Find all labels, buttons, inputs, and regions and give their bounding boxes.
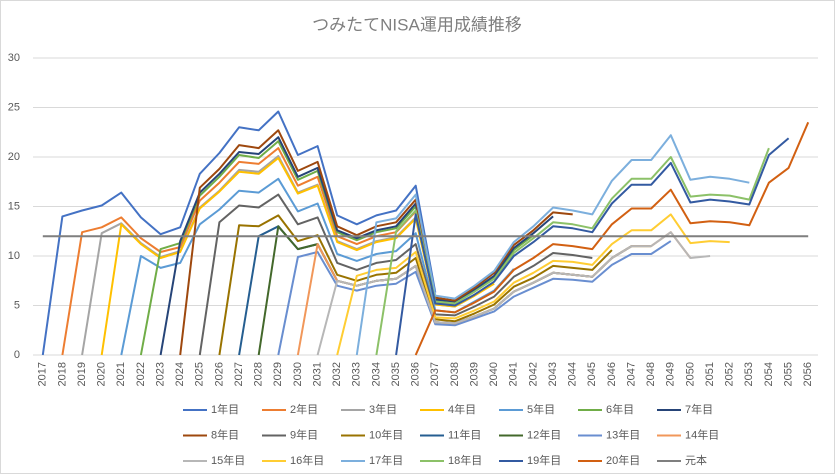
x-tick-label: 2028 <box>253 362 265 386</box>
y-tick-label: 5 <box>14 299 20 311</box>
series-line <box>355 134 750 356</box>
x-tick-label: 2031 <box>311 362 323 386</box>
chart-title: つみたてNISA運用成績推移 <box>312 15 522 34</box>
x-tick-label: 2040 <box>488 362 500 386</box>
x-tick-label: 2033 <box>351 362 363 386</box>
x-tick-label: 2052 <box>724 362 736 386</box>
series-line <box>375 147 770 356</box>
x-tick-label: 2027 <box>233 362 245 386</box>
x-tick-label: 2039 <box>468 362 480 386</box>
series-line <box>61 147 456 356</box>
x-tick-label: 2045 <box>586 362 598 386</box>
series-line <box>218 214 613 356</box>
legend-label: 1年目 <box>211 402 239 416</box>
legend-label: 8年目 <box>211 427 239 441</box>
series-line <box>277 240 672 356</box>
legend-label: 19年目 <box>527 453 561 467</box>
legend-label: 20年目 <box>606 453 640 467</box>
y-tick-label: 30 <box>8 52 20 64</box>
x-tick-label: 2053 <box>743 362 755 386</box>
x-tick-label: 2056 <box>802 362 814 386</box>
x-tick-label: 2025 <box>194 362 206 386</box>
legend-label: 18年目 <box>448 453 482 467</box>
legend-label: 2年目 <box>290 402 318 416</box>
y-tick-label: 0 <box>14 349 20 361</box>
legend-label: 6年目 <box>606 402 634 416</box>
x-tick-label: 2017 <box>37 362 49 386</box>
series-line <box>316 231 711 356</box>
x-tick-label: 2046 <box>606 362 618 386</box>
x-tick-label: 2049 <box>665 362 677 386</box>
x-tick-label: 2019 <box>76 362 88 386</box>
series-line <box>159 136 554 356</box>
x-tick-label: 2018 <box>56 362 68 386</box>
series-line <box>41 110 437 356</box>
x-tick-label: 2041 <box>508 362 520 386</box>
x-tick-label: 2020 <box>96 362 108 386</box>
series-line <box>395 137 790 356</box>
x-tick-label: 2051 <box>704 362 716 386</box>
series-line <box>414 121 810 356</box>
x-tick-label: 2023 <box>154 362 166 386</box>
legend-label: 10年目 <box>369 427 403 441</box>
legend-label: 15年目 <box>211 453 245 467</box>
y-tick-label: 25 <box>8 101 20 113</box>
x-tick-label: 2034 <box>370 362 382 386</box>
x-tick-label: 2032 <box>331 362 343 386</box>
legend-label: 元本 <box>685 453 707 467</box>
x-tick-label: 2054 <box>763 362 775 386</box>
legend-label: 3年目 <box>369 402 397 416</box>
x-tick-label: 2055 <box>782 362 794 386</box>
x-tick-label: 2024 <box>174 362 186 386</box>
legend-label: 9年目 <box>290 427 318 441</box>
x-tick-label: 2044 <box>567 362 579 386</box>
x-tick-label: 2042 <box>527 362 539 386</box>
y-tick-label: 20 <box>8 151 20 163</box>
x-tick-label: 2035 <box>390 362 402 386</box>
legend-label: 12年目 <box>527 427 561 441</box>
y-tick-label: 10 <box>8 250 20 262</box>
x-tick-label: 2029 <box>272 362 284 386</box>
series-line <box>336 213 730 356</box>
x-tick-label: 2050 <box>684 362 696 386</box>
legend-label: 5年目 <box>527 402 555 416</box>
series-line <box>198 193 593 356</box>
legend-label: 16年目 <box>290 453 324 467</box>
legend-label: 11年目 <box>448 427 481 441</box>
y-tick-label: 15 <box>8 200 20 212</box>
x-tick-label: 2038 <box>449 362 461 386</box>
x-tick-label: 2036 <box>410 362 422 386</box>
legend-label: 13年目 <box>606 427 640 441</box>
x-tick-label: 2048 <box>645 362 657 386</box>
x-tick-label: 2021 <box>115 362 127 386</box>
legend-label: 14年目 <box>685 427 719 441</box>
legend-label: 4年目 <box>448 402 476 416</box>
x-tick-label: 2043 <box>547 362 559 386</box>
legend-label: 17年目 <box>369 453 403 467</box>
legend-label: 7年目 <box>685 402 713 416</box>
x-tick-label: 2026 <box>213 362 225 386</box>
x-tick-label: 2030 <box>292 362 304 386</box>
x-tick-label: 2022 <box>135 362 147 386</box>
x-tick-label: 2037 <box>429 362 441 386</box>
x-tick-label: 2047 <box>625 362 637 386</box>
